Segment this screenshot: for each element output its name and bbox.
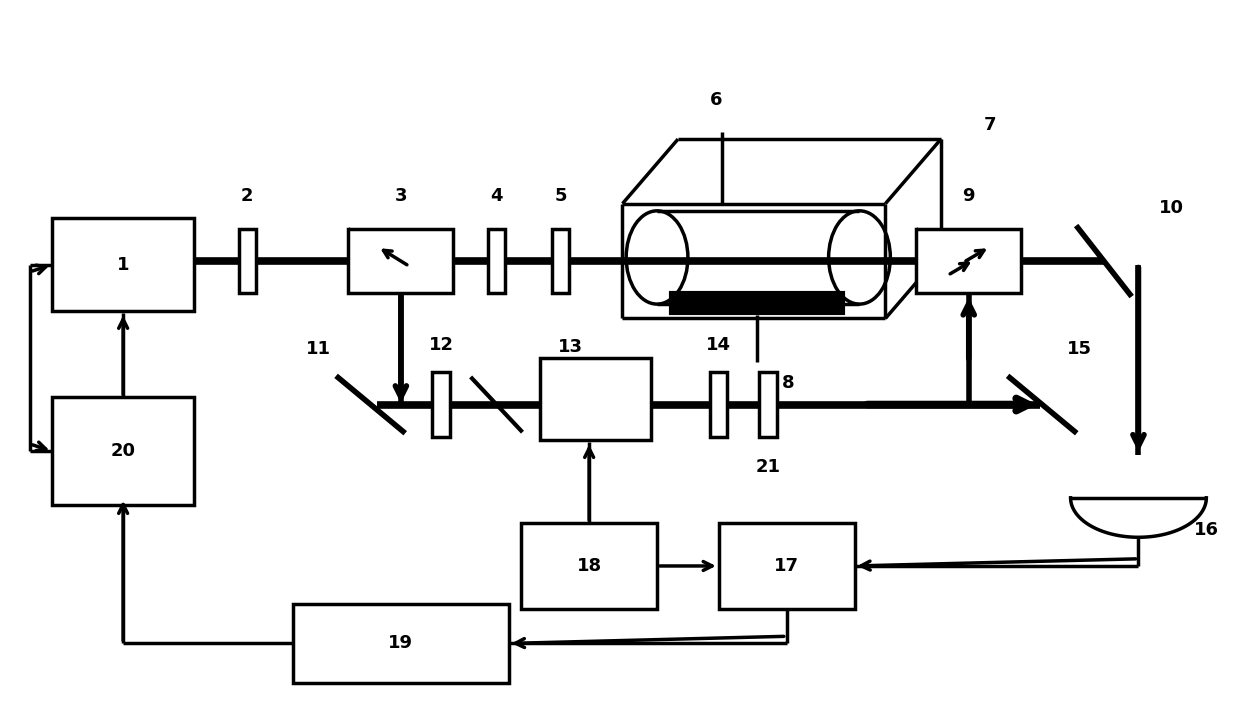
Bar (539, 358, 651, 440)
Bar (916, 228, 1022, 294)
Bar (52, 398, 195, 505)
Bar (670, 291, 844, 315)
Text: 5: 5 (554, 187, 567, 205)
Text: 15: 15 (1066, 340, 1091, 358)
Text: 4: 4 (490, 187, 502, 205)
Bar (293, 604, 508, 683)
Bar (433, 372, 450, 437)
Bar (552, 228, 569, 294)
Bar (521, 523, 657, 609)
Bar (719, 523, 854, 609)
Text: 11: 11 (306, 340, 331, 358)
Text: 3: 3 (394, 187, 407, 205)
Text: 18: 18 (577, 557, 601, 575)
Text: 9: 9 (962, 187, 975, 205)
Text: 20: 20 (110, 442, 135, 460)
Text: 17: 17 (774, 557, 799, 575)
Text: 2: 2 (241, 187, 253, 205)
Text: 14: 14 (707, 336, 732, 354)
Text: 1: 1 (117, 256, 129, 273)
Text: 21: 21 (755, 458, 781, 476)
Bar (52, 218, 195, 312)
Text: 12: 12 (429, 336, 454, 354)
Bar (238, 228, 255, 294)
Bar (348, 228, 454, 294)
Bar (711, 372, 728, 437)
Bar (487, 228, 505, 294)
Text: 8: 8 (781, 374, 794, 392)
Text: 16: 16 (1194, 521, 1219, 539)
Bar (759, 372, 776, 437)
Text: 19: 19 (388, 635, 413, 652)
Text: 10: 10 (1159, 199, 1184, 217)
Text: 7: 7 (985, 116, 997, 134)
Text: 13: 13 (558, 338, 583, 356)
Text: 6: 6 (711, 90, 723, 108)
